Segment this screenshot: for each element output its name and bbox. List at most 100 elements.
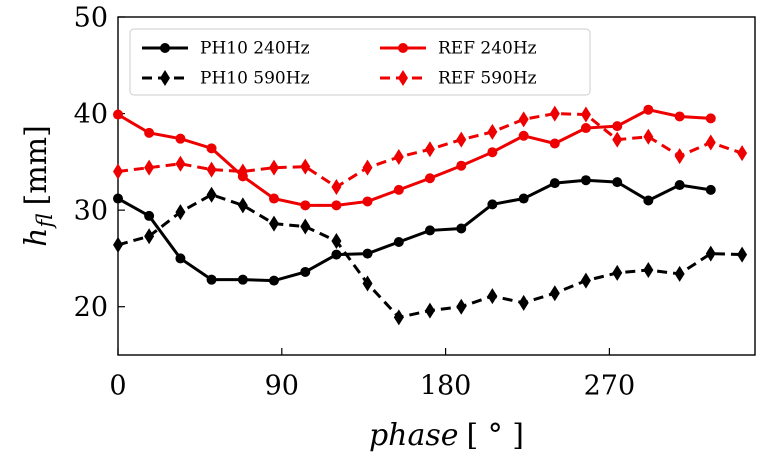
marker [705,245,716,262]
marker [331,249,342,260]
plot-frame [117,16,756,356]
marker [612,264,623,281]
marker [393,309,404,326]
marker [549,105,560,122]
series-line [117,108,711,207]
marker [674,265,685,282]
marker [424,141,435,158]
marker [456,160,467,171]
marker [331,178,342,195]
marker [518,130,529,141]
y-label-subscript: fl [33,213,57,229]
marker [549,285,560,302]
legend-label: REF 240Hz [438,39,537,59]
legend-label: PH10 590Hz [200,69,310,89]
marker [175,133,186,144]
legend-label: REF 590Hz [438,69,537,89]
marker [300,266,311,277]
marker [144,210,155,221]
marker [206,143,217,154]
marker [456,131,467,148]
marker [612,177,623,188]
marker [144,127,155,138]
marker [206,186,217,203]
marker [237,163,248,180]
marker [580,123,591,134]
marker [160,43,170,53]
marker [549,138,560,149]
marker [362,159,373,176]
y-label-symbol: h [19,228,54,247]
marker [331,200,342,211]
marker [674,148,685,165]
x-tick-label: 90 [265,371,299,402]
x-label-unit: [ ° ] [467,418,524,453]
marker [300,218,311,235]
marker [705,113,716,124]
marker [705,134,716,151]
legend-box [129,28,591,96]
marker [612,131,623,148]
x-tick-label: 270 [584,371,636,402]
marker [300,200,311,211]
marker [144,159,155,176]
marker [113,193,123,204]
legend-label: PH10 240Hz [200,39,310,59]
marker [398,70,408,86]
marker [643,262,654,279]
marker [398,43,408,53]
marker [362,275,373,292]
marker [268,159,279,176]
series-line [117,178,712,283]
y-tick-label: 50 [74,3,108,34]
marker [300,158,311,175]
y-tick-label: 30 [74,196,108,227]
marker [456,223,467,234]
marker [175,155,186,172]
marker [268,215,279,232]
marker [113,163,123,180]
marker [580,272,591,289]
marker [424,302,435,319]
x-label-symbol: phase [369,418,459,453]
marker [456,298,467,315]
marker [643,195,654,206]
y-tick-label: 40 [74,99,108,130]
marker [549,178,560,189]
marker [518,111,529,128]
marker [487,288,498,305]
marker [113,109,123,120]
marker [362,196,373,207]
marker [643,104,654,115]
y-tick-label: 20 [74,292,108,323]
marker [206,274,217,285]
marker [393,149,404,166]
marker [237,274,248,285]
marker [237,197,248,214]
marker [268,193,279,204]
marker [737,246,748,263]
marker [487,123,498,140]
marker [674,111,685,122]
marker [393,184,404,195]
marker [113,236,123,253]
marker [580,175,591,186]
marker [705,184,716,195]
marker [144,228,155,245]
marker [206,161,217,178]
marker [424,173,435,184]
marker [393,237,404,248]
marker [160,70,170,86]
marker [487,147,498,158]
marker [331,233,342,250]
marker [643,128,654,145]
marker [268,275,279,286]
marker [487,199,498,210]
marker [612,121,623,132]
marker [362,248,373,259]
marker [518,294,529,311]
x-tick-label: 0 [109,371,126,402]
marker [737,145,748,162]
marker [175,204,186,221]
